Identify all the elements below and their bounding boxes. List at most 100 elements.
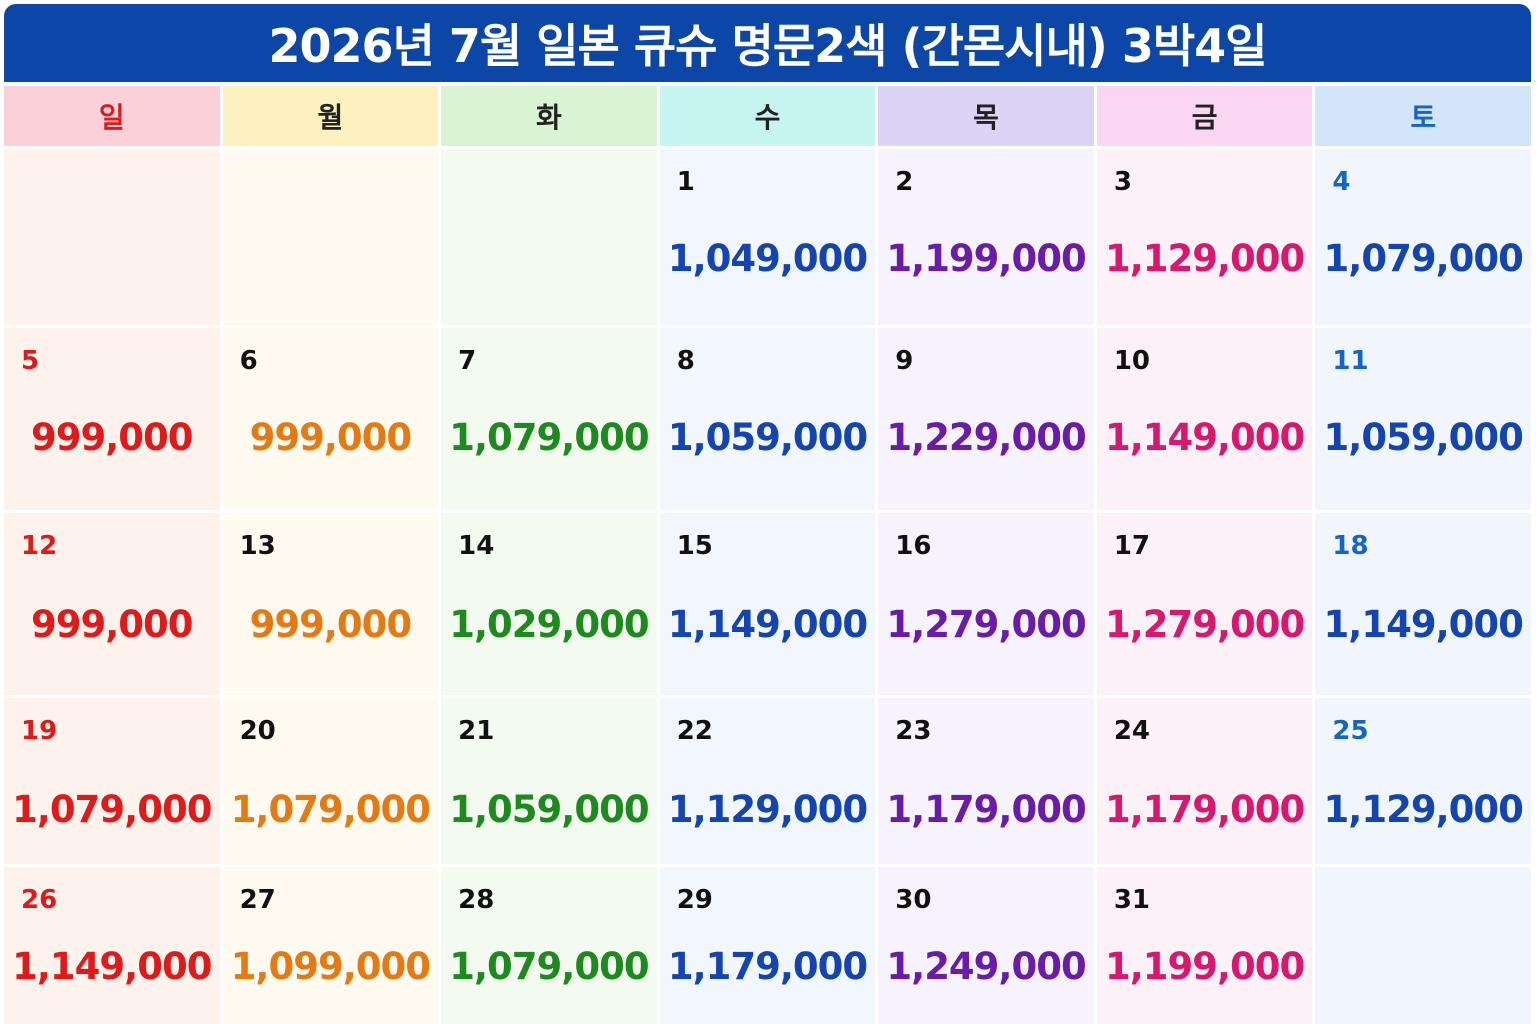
tour-price: 999,000 <box>249 603 413 646</box>
calendar-grid: 일 월 화 수 목 금 토 1 1,049,000 2 1,199,000 3 1,129,000 4 1,… <box>4 86 1531 1024</box>
day-number: 3 <box>1113 167 1132 197</box>
tour-price: 1,079,000 <box>449 416 649 459</box>
day-number: 2 <box>895 167 914 197</box>
calendar-day-cell[interactable]: 18 1,149,000 <box>1315 513 1531 695</box>
day-number: 16 <box>895 531 932 561</box>
calendar-day-cell[interactable]: 19 1,079,000 <box>4 698 220 864</box>
day-number: 18 <box>1332 531 1369 561</box>
empty-day-cell <box>1315 867 1531 1024</box>
tour-price: 1,059,000 <box>1323 416 1524 459</box>
day-number: 21 <box>458 716 495 746</box>
tour-price: 1,129,000 <box>667 788 868 831</box>
day-number: 29 <box>676 885 713 915</box>
calendar-day-cell[interactable]: 23 1,179,000 <box>878 698 1094 864</box>
tour-price: 1,129,000 <box>1104 237 1305 280</box>
tour-price: 1,079,000 <box>230 788 431 831</box>
calendar-day-cell[interactable]: 17 1,279,000 <box>1096 513 1313 695</box>
calendar-day-cell[interactable]: 15 1,149,000 <box>659 513 876 695</box>
tour-price: 1,279,000 <box>886 603 1086 646</box>
weekday-header: 화 <box>441 86 657 146</box>
tour-price: 1,099,000 <box>230 945 431 988</box>
day-number: 6 <box>239 346 258 376</box>
calendar-day-cell[interactable]: 12 999,000 <box>4 513 220 695</box>
tour-price: 1,149,000 <box>667 603 868 646</box>
tour-price: 1,179,000 <box>1104 788 1305 831</box>
day-number: 30 <box>895 885 932 915</box>
calendar-day-cell[interactable]: 1 1,049,000 <box>659 149 876 325</box>
tour-price: 1,079,000 <box>12 788 212 831</box>
day-number: 1 <box>676 167 695 197</box>
calendar-day-cell[interactable]: 14 1,029,000 <box>441 513 657 695</box>
tour-price: 1,129,000 <box>1323 788 1524 831</box>
calendar-day-cell[interactable]: 13 999,000 <box>222 513 439 695</box>
day-number: 5 <box>21 346 40 376</box>
day-number: 26 <box>21 885 58 915</box>
calendar-day-cell[interactable]: 5 999,000 <box>4 328 220 510</box>
empty-day-cell <box>4 149 220 325</box>
empty-day-cell <box>441 149 657 325</box>
calendar-day-cell[interactable]: 24 1,179,000 <box>1096 698 1313 864</box>
day-number: 8 <box>676 346 695 376</box>
day-number: 19 <box>21 716 58 746</box>
calendar-day-cell[interactable]: 26 1,149,000 <box>4 867 220 1024</box>
calendar-day-cell[interactable]: 3 1,129,000 <box>1096 149 1313 325</box>
calendar-day-cell[interactable]: 4 1,079,000 <box>1315 149 1531 325</box>
empty-day-cell <box>222 149 439 325</box>
tour-price: 1,059,000 <box>449 788 649 831</box>
day-number: 20 <box>239 716 276 746</box>
day-number: 25 <box>1332 716 1369 746</box>
day-number: 22 <box>676 716 713 746</box>
day-number: 7 <box>458 346 477 376</box>
weekday-header: 일 <box>4 86 220 146</box>
calendar-day-cell[interactable]: 7 1,079,000 <box>441 328 657 510</box>
day-number: 28 <box>458 885 495 915</box>
tour-price: 1,059,000 <box>667 416 868 459</box>
day-number: 12 <box>21 531 58 561</box>
tour-price: 1,199,000 <box>1104 945 1305 988</box>
calendar-day-cell[interactable]: 22 1,129,000 <box>659 698 876 864</box>
calendar-day-cell[interactable]: 30 1,249,000 <box>878 867 1094 1024</box>
day-number: 31 <box>1113 885 1151 915</box>
day-number: 4 <box>1332 167 1351 197</box>
page-title: 2026년 7월 일본 큐슈 명문2색 (간몬시내) 3박4일 <box>268 19 1268 73</box>
day-number: 23 <box>895 716 932 746</box>
tour-price: 1,049,000 <box>667 237 868 280</box>
weekday-header: 목 <box>878 86 1094 146</box>
calendar-day-cell[interactable]: 29 1,179,000 <box>659 867 876 1024</box>
day-number: 10 <box>1113 346 1151 376</box>
weekday-header: 수 <box>659 86 876 146</box>
calendar-day-cell[interactable]: 20 1,079,000 <box>222 698 439 864</box>
calendar-day-cell[interactable]: 9 1,229,000 <box>878 328 1094 510</box>
day-number: 15 <box>676 531 713 561</box>
tour-price: 1,149,000 <box>1323 603 1524 646</box>
calendar-day-cell[interactable]: 6 999,000 <box>222 328 439 510</box>
calendar-day-cell[interactable]: 25 1,129,000 <box>1315 698 1531 864</box>
day-number: 17 <box>1113 531 1151 561</box>
title-bar: 2026년 7월 일본 큐슈 명문2색 (간몬시내) 3박4일 <box>4 4 1531 82</box>
day-number: 27 <box>239 885 276 915</box>
day-number: 9 <box>895 346 914 376</box>
tour-price: 999,000 <box>31 603 194 646</box>
calendar-day-cell[interactable]: 21 1,059,000 <box>441 698 657 864</box>
calendar-day-cell[interactable]: 31 1,199,000 <box>1096 867 1313 1024</box>
calendar-day-cell[interactable]: 2 1,199,000 <box>878 149 1094 325</box>
tour-price: 1,199,000 <box>886 237 1086 280</box>
calendar-day-cell[interactable]: 28 1,079,000 <box>441 867 657 1024</box>
day-number: 11 <box>1332 346 1369 376</box>
calendar-day-cell[interactable]: 10 1,149,000 <box>1096 328 1313 510</box>
weekday-header: 토 <box>1315 86 1531 146</box>
tour-price: 1,279,000 <box>1104 603 1305 646</box>
calendar-day-cell[interactable]: 27 1,099,000 <box>222 867 439 1024</box>
day-number: 13 <box>239 531 276 561</box>
day-number: 24 <box>1113 716 1151 746</box>
day-number: 14 <box>458 531 495 561</box>
calendar-day-cell[interactable]: 11 1,059,000 <box>1315 328 1531 510</box>
weekday-header: 금 <box>1096 86 1313 146</box>
calendar-day-cell[interactable]: 8 1,059,000 <box>659 328 876 510</box>
tour-price: 1,079,000 <box>449 945 649 988</box>
tour-price: 1,179,000 <box>667 945 868 988</box>
tour-price: 1,249,000 <box>886 945 1086 988</box>
calendar-day-cell[interactable]: 16 1,279,000 <box>878 513 1094 695</box>
tour-price: 1,079,000 <box>1323 237 1524 280</box>
tour-price: 1,149,000 <box>1104 416 1305 459</box>
